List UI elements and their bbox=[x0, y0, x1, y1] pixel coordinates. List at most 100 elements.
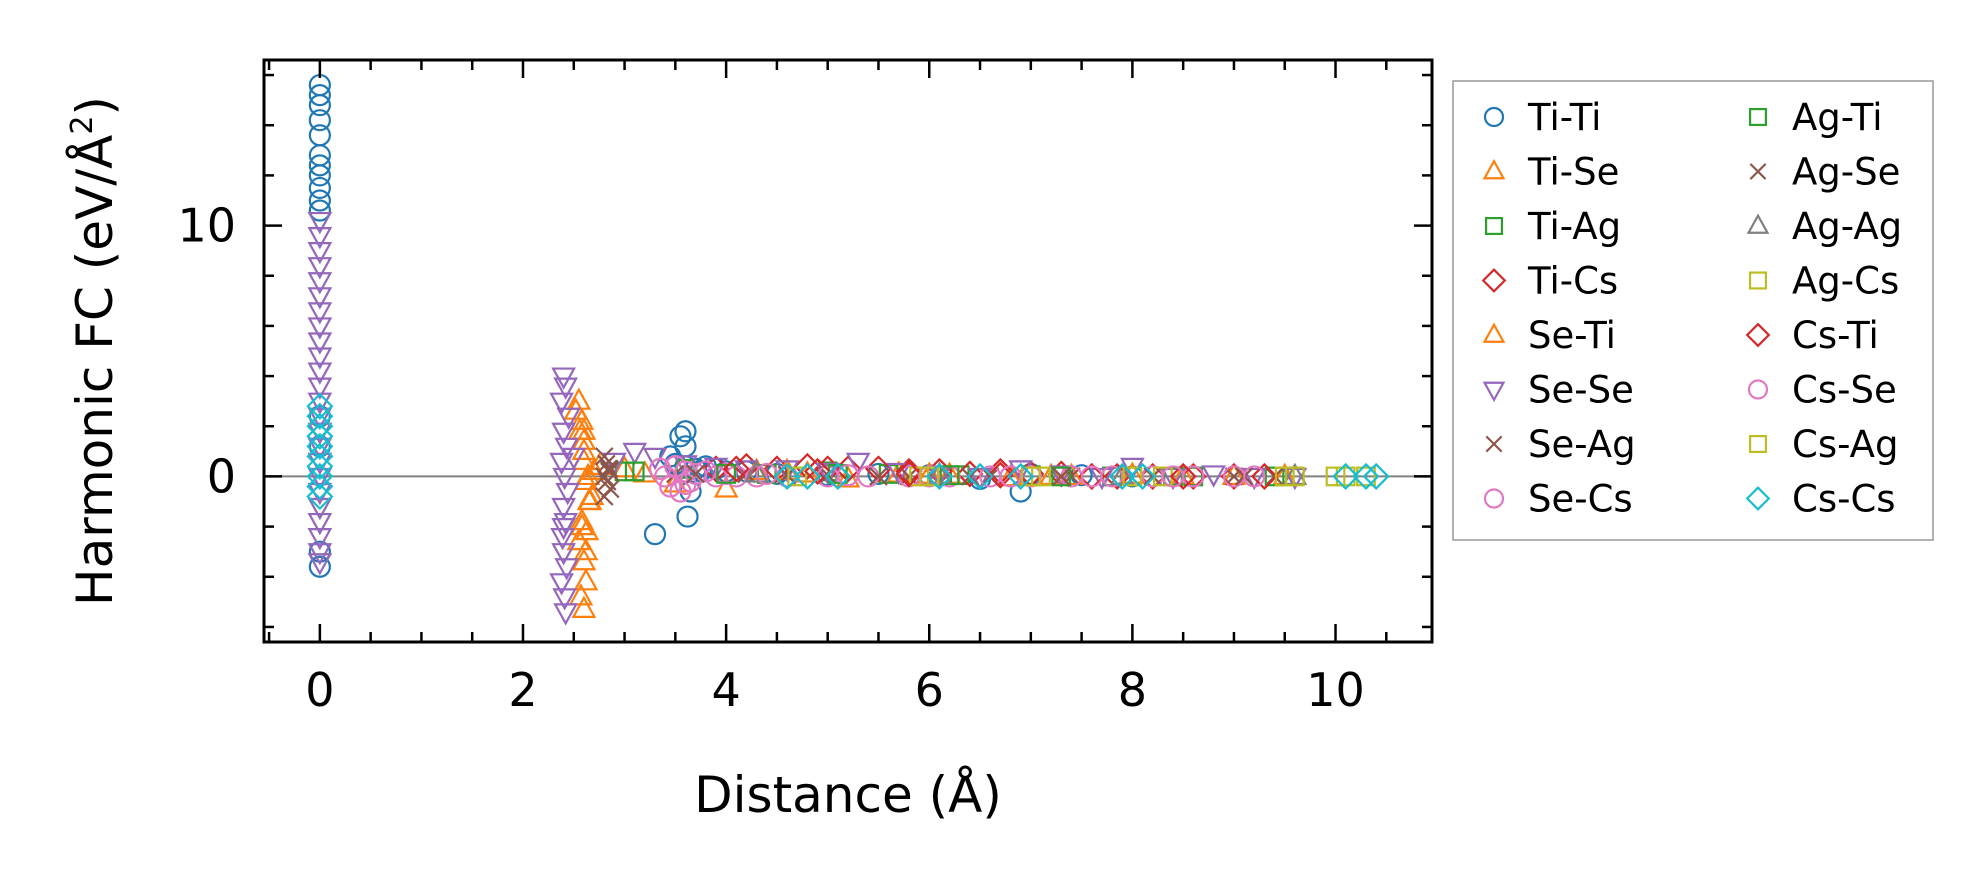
point-cs-cs bbox=[306, 482, 334, 511]
y-tick-label: 10 bbox=[177, 199, 236, 253]
point-cs-cs bbox=[793, 462, 821, 490]
legend-marker-cs-se bbox=[1747, 379, 1769, 400]
point-ag-ag bbox=[744, 460, 769, 483]
point-se-se bbox=[845, 452, 871, 476]
x-tick-label: 4 bbox=[711, 663, 740, 717]
point-se-se bbox=[307, 332, 333, 355]
point-se-se bbox=[815, 462, 841, 486]
y-tick-labels: 0 10 bbox=[177, 199, 236, 504]
y-tick-label: 0 bbox=[207, 449, 236, 503]
point-se-se bbox=[552, 588, 577, 611]
point-ti-ti bbox=[308, 199, 331, 222]
point-cs-ti bbox=[722, 455, 750, 483]
x-tick-label: 6 bbox=[915, 663, 944, 717]
legend-marker-se-ag-stroke bbox=[1485, 435, 1503, 453]
point-cs-cs bbox=[1332, 462, 1360, 490]
point-se-ag-stroke bbox=[1265, 467, 1284, 486]
point-se-se bbox=[550, 528, 575, 551]
point-ag-se bbox=[686, 464, 705, 484]
point-ag-cs bbox=[787, 466, 808, 487]
legend-marker-ti-ti bbox=[1483, 106, 1505, 128]
point-cs-cs bbox=[306, 392, 334, 420]
point-se-se bbox=[307, 553, 333, 576]
point-ag-se-stroke bbox=[600, 459, 619, 479]
axis-ticks bbox=[264, 60, 1432, 642]
point-se-ti bbox=[575, 462, 601, 486]
point-ag-ag bbox=[927, 461, 952, 484]
point-cs-ag bbox=[1020, 466, 1041, 487]
point-cs-se bbox=[1080, 465, 1103, 488]
point-se-se bbox=[553, 377, 579, 400]
point-se-ag-stroke bbox=[594, 447, 614, 466]
point-se-se bbox=[1089, 467, 1115, 491]
point-cs-cs bbox=[1362, 462, 1390, 490]
point-ti-se bbox=[571, 595, 597, 618]
point-se-se bbox=[307, 287, 333, 310]
point-ti-se bbox=[1221, 462, 1247, 486]
point-ti-ti bbox=[308, 109, 331, 132]
point-cs-cs bbox=[966, 462, 994, 490]
series-ag-ti bbox=[624, 461, 1183, 487]
point-ag-ti bbox=[624, 461, 645, 482]
point-se-se bbox=[886, 462, 912, 486]
point-cs-cs bbox=[306, 402, 334, 430]
legend-frame bbox=[1452, 80, 1934, 541]
point-se-se bbox=[551, 543, 576, 566]
point-ti-ti bbox=[308, 176, 331, 200]
legend: Ti-Ti Ti-Se Ti-Ag Ti-Cs Se-Ti Se-Se Se-Ag Se-Cs… bbox=[1452, 80, 1934, 541]
point-cs-se bbox=[664, 455, 687, 478]
point-se-ag bbox=[899, 467, 919, 486]
legend-marker-ti-se bbox=[1482, 158, 1506, 180]
point-se-se bbox=[307, 257, 333, 280]
point-cs-ag bbox=[919, 466, 940, 487]
point-cs-se bbox=[836, 464, 860, 487]
point-ag-cs bbox=[1284, 466, 1305, 487]
point-ag-se-stroke bbox=[1143, 467, 1162, 486]
legend-marker-cs-cs bbox=[1745, 486, 1771, 511]
point-ag-ti bbox=[939, 465, 960, 486]
legend-marker-cs-ag bbox=[1748, 434, 1768, 454]
legend-label-ag-cs: Ag-Cs bbox=[1792, 260, 1899, 303]
legend-label-ti-ti: Ti-Ti bbox=[1527, 96, 1601, 139]
y-axis-label: Harmonic FC (eV/Å2) bbox=[65, 96, 124, 606]
point-se-ag-stroke bbox=[596, 454, 616, 474]
x-tick-labels: 0 2 4 6 8 10 bbox=[305, 663, 1365, 717]
point-ti-ti bbox=[867, 462, 890, 486]
point-ti-ti bbox=[308, 164, 331, 187]
legend-label-se-cs: Se-Cs bbox=[1528, 478, 1633, 521]
point-cs-cs bbox=[925, 462, 953, 490]
legend-label-ag-ag: Ag-Ag bbox=[1792, 205, 1902, 248]
point-ag-ti bbox=[716, 464, 737, 484]
point-ag-se-stroke bbox=[1052, 467, 1071, 486]
point-cs-ti bbox=[986, 461, 1014, 489]
legend-marker-ti-cs bbox=[1481, 268, 1507, 293]
point-cs-cs bbox=[306, 432, 334, 460]
point-ti-ti bbox=[674, 420, 697, 443]
point-se-se bbox=[307, 227, 333, 250]
point-ti-ti bbox=[676, 505, 699, 528]
point-se-se bbox=[1048, 465, 1074, 488]
legend-marker-cs-ti bbox=[1745, 322, 1771, 348]
legend-label-ag-se: Ag-Se bbox=[1792, 151, 1900, 194]
point-se-se bbox=[1241, 467, 1267, 491]
point-se-se bbox=[307, 242, 333, 265]
point-ti-se bbox=[713, 475, 739, 498]
point-ag-se bbox=[960, 467, 980, 486]
point-se-se bbox=[553, 603, 579, 626]
point-se-se bbox=[1160, 467, 1186, 491]
legend-marker-ag-se-stroke bbox=[1749, 163, 1767, 180]
point-ag-se bbox=[1143, 467, 1162, 486]
series-cs-se bbox=[664, 455, 1266, 496]
y-axis-label-superscript: 2 bbox=[65, 116, 100, 135]
legend-label-ti-cs: Ti-Cs bbox=[1527, 260, 1618, 303]
point-ti-ag bbox=[1183, 466, 1204, 487]
point-se-se bbox=[622, 442, 648, 466]
point-ti-ti bbox=[308, 189, 331, 212]
point-se-se bbox=[307, 377, 333, 400]
legend-marker-ag-ag bbox=[1746, 213, 1770, 234]
point-se-se bbox=[549, 452, 574, 476]
point-se-ti bbox=[569, 512, 595, 536]
series-cs-ag bbox=[919, 466, 1376, 487]
x-tick-label: 10 bbox=[1306, 663, 1365, 717]
point-se-ag bbox=[594, 487, 614, 506]
